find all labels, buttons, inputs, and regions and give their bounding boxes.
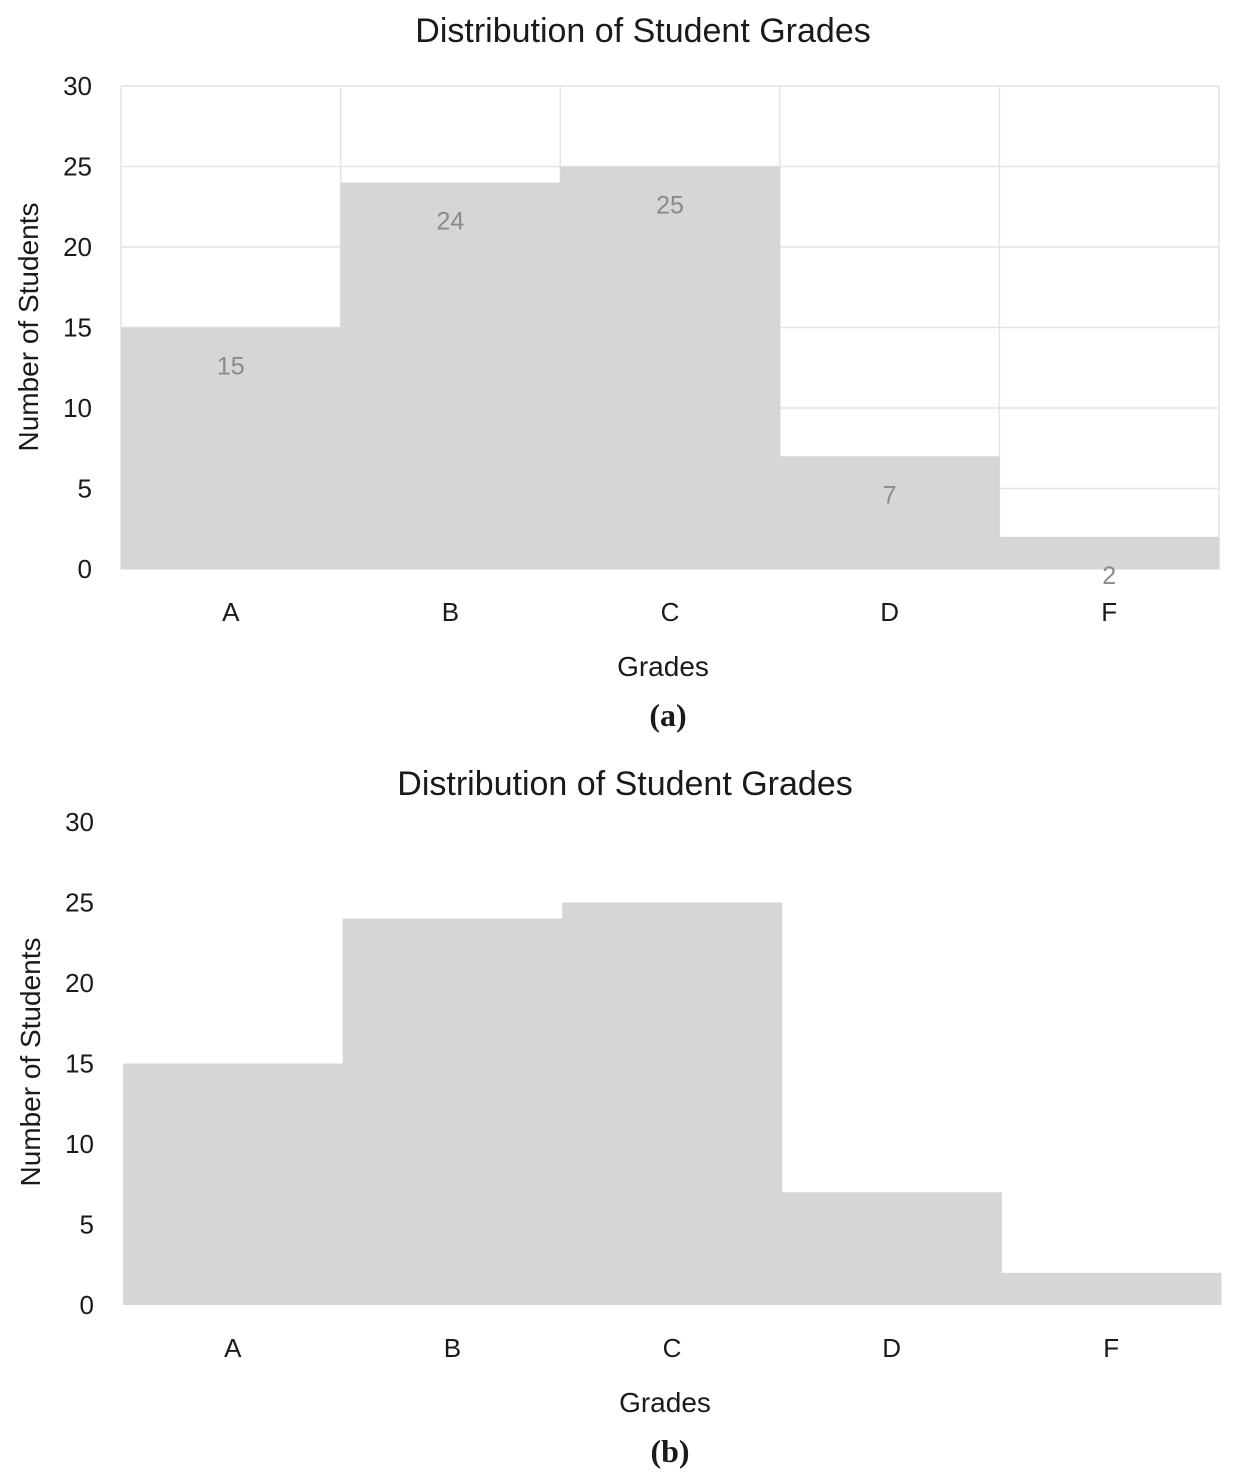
y-axis-title: Number of Students bbox=[15, 937, 46, 1186]
bars bbox=[123, 902, 1222, 1305]
x-tick-label: D bbox=[882, 1333, 901, 1363]
y-tick-label: 20 bbox=[65, 968, 94, 998]
chart-panel-a: 15 24 25 7 2 0 5 10 15 20 25 30 A B C D F Distribution… bbox=[13, 12, 1220, 733]
x-tick-label: C bbox=[661, 597, 680, 627]
chart-panel-b: 0 5 10 15 20 25 30 A B C D F Distribution of Stude… bbox=[15, 765, 1222, 1469]
y-tick-label: 10 bbox=[63, 393, 92, 423]
data-label-C: 25 bbox=[656, 192, 684, 220]
x-axis-title: Grades bbox=[617, 651, 709, 682]
y-tick-label: 15 bbox=[65, 1049, 94, 1079]
data-label-B: 24 bbox=[436, 208, 464, 236]
bar-D bbox=[779, 456, 1000, 569]
chart-title: Distribution of Student Grades bbox=[415, 12, 870, 50]
y-axis-ticks: 0 5 10 15 20 25 30 bbox=[65, 807, 94, 1320]
x-tick-label: A bbox=[224, 1333, 242, 1363]
y-tick-label: 25 bbox=[63, 152, 92, 182]
y-tick-label: 5 bbox=[80, 1210, 94, 1240]
y-tick-label: 5 bbox=[78, 474, 92, 504]
y-tick-label: 0 bbox=[80, 1290, 94, 1320]
data-labels: 15 24 25 7 2 bbox=[217, 192, 1116, 590]
data-label-A: 15 bbox=[217, 353, 245, 381]
x-tick-label: D bbox=[880, 597, 899, 627]
y-tick-label: 25 bbox=[65, 888, 94, 918]
y-axis-ticks: 0 5 10 15 20 25 30 bbox=[63, 71, 92, 584]
bars bbox=[121, 166, 1220, 569]
bar-B bbox=[340, 182, 561, 569]
panel-caption: (b) bbox=[650, 1433, 689, 1469]
x-tick-label: B bbox=[444, 1333, 461, 1363]
y-tick-label: 0 bbox=[78, 554, 92, 584]
bar-A bbox=[123, 1063, 344, 1305]
bar-A bbox=[121, 327, 342, 569]
bar-C bbox=[562, 902, 783, 1305]
y-tick-label: 30 bbox=[65, 807, 94, 837]
y-tick-label: 20 bbox=[63, 232, 92, 262]
bar-B bbox=[342, 918, 563, 1305]
data-label-D: 7 bbox=[883, 481, 897, 509]
data-label-F: 2 bbox=[1102, 562, 1116, 590]
y-axis-title: Number of Students bbox=[13, 202, 44, 451]
x-axis-title: Grades bbox=[619, 1387, 711, 1418]
bar-F bbox=[1001, 1272, 1222, 1305]
panel-caption: (a) bbox=[649, 697, 686, 733]
x-tick-label: C bbox=[663, 1333, 682, 1363]
x-tick-label: B bbox=[442, 597, 459, 627]
bar-F bbox=[999, 536, 1220, 569]
bar-D bbox=[781, 1192, 1002, 1305]
x-tick-label: F bbox=[1103, 1333, 1119, 1363]
y-tick-label: 30 bbox=[63, 71, 92, 101]
bar-C bbox=[560, 166, 781, 569]
x-tick-label: F bbox=[1101, 597, 1117, 627]
y-tick-label: 10 bbox=[65, 1129, 94, 1159]
chart-title: Distribution of Student Grades bbox=[397, 765, 852, 803]
y-tick-label: 15 bbox=[63, 313, 92, 343]
x-tick-label: A bbox=[222, 597, 240, 627]
